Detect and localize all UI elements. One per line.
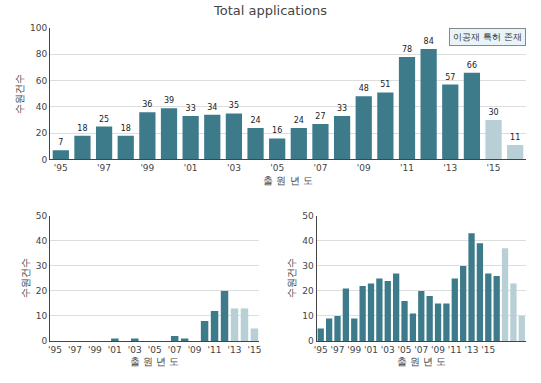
svg-text:35: 35: [229, 101, 239, 110]
svg-text:24: 24: [294, 116, 304, 125]
svg-text:40: 40: [36, 236, 48, 246]
svg-text:30: 30: [488, 108, 498, 117]
svg-text:'99: '99: [140, 163, 154, 173]
svg-text:60: 60: [36, 76, 48, 86]
svg-text:'15: '15: [247, 345, 261, 355]
svg-text:30: 30: [302, 261, 314, 271]
svg-text:'09: '09: [357, 163, 371, 173]
svg-text:'95: '95: [48, 345, 62, 355]
svg-text:'09: '09: [188, 345, 202, 355]
svg-text:33: 33: [186, 104, 196, 113]
svg-text:40: 40: [36, 102, 48, 112]
svg-text:'05: '05: [398, 345, 412, 355]
svg-text:'11: '11: [448, 345, 462, 355]
svg-text:'03: '03: [128, 345, 142, 355]
svg-text:25: 25: [99, 115, 109, 124]
svg-text:'15: '15: [481, 345, 495, 355]
svg-text:80: 80: [36, 49, 48, 59]
svg-text:수원건수: 수원건수: [20, 258, 31, 298]
svg-text:'11: '11: [400, 163, 414, 173]
svg-text:51: 51: [380, 80, 390, 89]
svg-text:'01: '01: [364, 345, 378, 355]
svg-text:66: 66: [467, 61, 477, 70]
svg-text:40: 40: [302, 236, 314, 246]
svg-text:'13: '13: [443, 163, 457, 173]
svg-text:'07: '07: [313, 163, 327, 173]
svg-text:0: 0: [41, 155, 47, 165]
svg-text:수원건수: 수원건수: [286, 258, 297, 298]
svg-text:27: 27: [315, 112, 325, 121]
svg-text:57: 57: [445, 73, 455, 82]
svg-text:30: 30: [36, 261, 48, 271]
svg-text:10: 10: [302, 311, 314, 321]
svg-text:'05: '05: [270, 163, 284, 173]
svg-text:출 원 년 도: 출 원 년 도: [263, 175, 313, 186]
svg-text:'03: '03: [381, 345, 395, 355]
svg-text:'15: '15: [487, 163, 501, 173]
svg-text:'01: '01: [184, 163, 198, 173]
svg-text:36: 36: [142, 100, 152, 109]
svg-text:50: 50: [36, 211, 48, 221]
svg-text:78: 78: [402, 45, 412, 54]
svg-text:출 원 년 도: 출 원 년 도: [130, 356, 180, 367]
svg-text:34: 34: [207, 103, 217, 112]
svg-text:48: 48: [359, 84, 369, 93]
svg-text:16: 16: [272, 126, 282, 135]
svg-text:'01: '01: [108, 345, 122, 355]
svg-text:0: 0: [41, 336, 47, 346]
svg-text:24: 24: [250, 116, 260, 125]
svg-text:'97: '97: [68, 345, 82, 355]
svg-text:20: 20: [36, 286, 48, 296]
svg-text:Total applications: Total applications: [213, 3, 327, 18]
svg-text:7: 7: [58, 138, 63, 147]
svg-text:출 원 년 도: 출 원 년 도: [397, 356, 447, 367]
svg-text:'13: '13: [228, 345, 242, 355]
svg-text:18: 18: [121, 124, 131, 133]
svg-text:50: 50: [302, 211, 314, 221]
svg-text:'97: '97: [97, 163, 111, 173]
svg-text:'99: '99: [88, 345, 102, 355]
svg-text:'09: '09: [431, 345, 445, 355]
svg-text:33: 33: [337, 104, 347, 113]
svg-text:'13: '13: [465, 345, 479, 355]
svg-text:100: 100: [30, 23, 47, 33]
svg-text:'03: '03: [227, 163, 241, 173]
svg-text:10: 10: [36, 311, 48, 321]
svg-text:20: 20: [302, 286, 314, 296]
svg-text:18: 18: [77, 124, 87, 133]
svg-text:20: 20: [36, 128, 48, 138]
svg-text:84: 84: [424, 37, 434, 46]
svg-text:이공재 특허 존재: 이공재 특허 존재: [453, 32, 522, 42]
svg-text:'07: '07: [414, 345, 428, 355]
svg-text:11: 11: [510, 133, 520, 142]
svg-text:0: 0: [308, 336, 314, 346]
svg-text:'99: '99: [347, 345, 361, 355]
svg-text:'11: '11: [208, 345, 222, 355]
svg-text:'95: '95: [314, 345, 328, 355]
svg-text:'07: '07: [168, 345, 182, 355]
svg-text:'95: '95: [54, 163, 68, 173]
svg-text:39: 39: [164, 96, 174, 105]
svg-text:'05: '05: [148, 345, 162, 355]
svg-text:수원건수: 수원건수: [14, 74, 25, 114]
svg-text:'97: '97: [331, 345, 345, 355]
